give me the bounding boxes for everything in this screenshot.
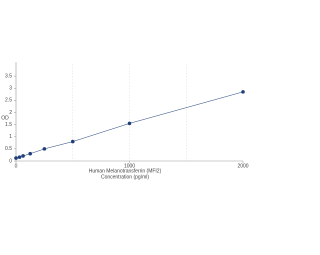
data-point	[21, 154, 25, 158]
data-point	[28, 151, 32, 156]
data-point	[42, 147, 47, 151]
y-tick-label: 0.5	[5, 146, 12, 152]
data-point	[127, 121, 132, 126]
x-tick-label: 0	[15, 163, 18, 169]
y-tick-label: 1.5	[5, 122, 12, 128]
y-tick-label: 3	[9, 86, 12, 92]
y-tick-label: 3.5	[5, 73, 12, 79]
y-tick-label: 2	[9, 110, 12, 116]
x-axis-title: Concentration (pg/ml)	[101, 174, 149, 180]
y-axis-title: OD	[1, 115, 9, 121]
data-point	[70, 139, 75, 144]
x-axis-title: Human Melanotransferrin (MFI2)	[89, 168, 162, 174]
x-tick-label: 1000	[124, 163, 135, 169]
data-point	[14, 156, 18, 160]
y-tick-label: 0	[9, 158, 12, 164]
y-tick-label: 2.5	[5, 98, 12, 104]
x-tick-label: 2000	[237, 163, 248, 169]
chart: Human Melanotransferrin (MFI2) Concentra…	[1, 62, 249, 180]
y-tick-label: 1	[9, 134, 12, 140]
data-point	[17, 155, 22, 159]
data-point	[241, 90, 245, 94]
